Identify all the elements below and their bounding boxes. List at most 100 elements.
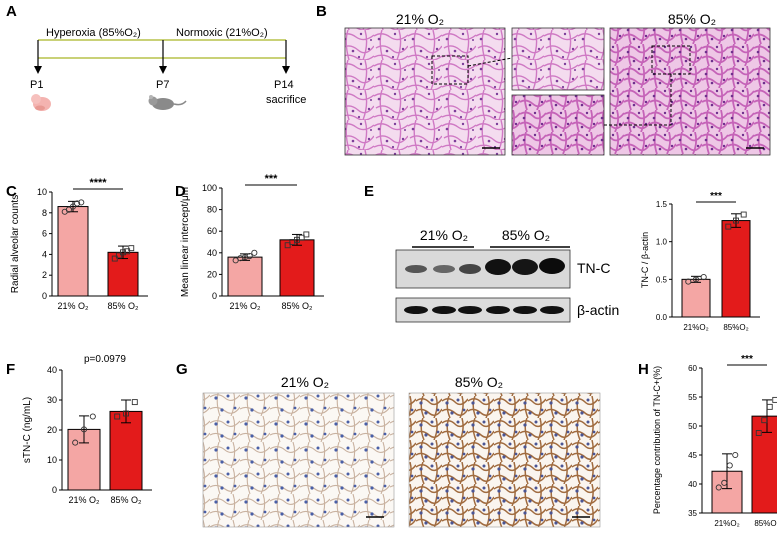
point-h-0-1 [721, 479, 728, 486]
bar-e-0 [681, 278, 711, 318]
y-tick-label-f-3: 30 [47, 395, 57, 405]
category-label-h-0: 21%O₂ [714, 519, 739, 528]
hyperoxia-label: Hyperoxia (85%O₂) [46, 27, 141, 39]
significance-e: *** [710, 191, 722, 202]
point-e-1-2 [740, 211, 747, 218]
y-tick-label-f-0: 0 [52, 485, 57, 495]
point-c-0-2 [69, 203, 77, 210]
chart-c: 0 2 4 6 8 10 Radial alveolar counts 21% O₂ 85% O… [10, 177, 148, 311]
y-tick-label-h-4: 55 [688, 393, 697, 402]
ihc-85-label: 85% O₂ [455, 374, 503, 390]
y-tick-label-d-3: 60 [207, 226, 217, 236]
y-tick-label-c-0: 0 [42, 291, 47, 301]
panel-g: G 21% O₂ 85% O₂ [176, 361, 601, 528]
point-f-0-2 [89, 413, 96, 420]
bar-h-1 [751, 415, 777, 514]
y-tick-label-e-0: 0.0 [656, 313, 668, 322]
y-tick-label-c-4: 8 [42, 208, 47, 218]
category-label-f-0: 21% O₂ [68, 495, 100, 505]
point-h-1-0 [755, 430, 762, 436]
point-d-0-4 [251, 249, 258, 256]
roi-box-21 [431, 55, 469, 85]
point-d-1-4 [303, 231, 310, 238]
y-axis-label-f: sTN-C (ng/mL) [22, 397, 33, 463]
y-tick-label-d-1: 20 [207, 269, 217, 279]
y-tick-label-f-2: 20 [47, 425, 57, 435]
he-21-label: 21% O₂ [396, 11, 444, 27]
point-c-1-3 [124, 248, 131, 255]
point-e-0-0 [685, 278, 692, 285]
panel-label-b: B [316, 3, 327, 20]
he-zoom-85 [511, 94, 605, 156]
he-image-85 [609, 27, 771, 156]
panel-label-d: D [175, 183, 186, 200]
normoxic-label: Normoxic (21%O₂) [176, 27, 268, 39]
category-label-d-0: 21% O₂ [229, 301, 261, 311]
point-d-1-0 [284, 242, 291, 249]
y-axis-label-h: Percentage contribution of TN-C+(%) [652, 366, 662, 514]
panel-label-e: E [364, 183, 374, 200]
sacrifice-label: sacrifice [266, 94, 306, 106]
significance-h: *** [741, 354, 753, 365]
y-tick-label-f-1: 10 [47, 455, 57, 465]
significance-c: **** [89, 177, 107, 189]
y-tick-label-d-5: 100 [202, 183, 217, 193]
blot-85-label: 85% O₂ [502, 227, 550, 243]
point-e-0-2 [700, 274, 707, 281]
point-f-0-0 [72, 439, 79, 446]
panel-b: B 21% O₂ 85% O₂ [316, 3, 771, 156]
arrow-p14-icon [282, 66, 290, 74]
y-tick-label-h-1: 40 [688, 480, 697, 489]
significance-d: *** [265, 173, 279, 185]
bar-h-0 [711, 470, 743, 514]
chart-f: 0 10 20 30 40 sTN-C (ng/mL) 21% O₂ 85% O₂ p=0.09… [22, 354, 152, 505]
category-label-e-0: 21%O₂ [683, 323, 708, 332]
blot-tnc [395, 249, 571, 289]
panel-label-a: A [6, 3, 17, 20]
panel-label-f: F [6, 361, 15, 378]
y-tick-label-e-1: 0.5 [656, 275, 668, 284]
ihc-image-85 [408, 392, 601, 528]
y-tick-label-c-1: 2 [42, 270, 47, 280]
he-85-label: 85% O₂ [668, 11, 716, 27]
y-tick-label-f-4: 40 [47, 365, 57, 375]
panel-f: F 0 10 20 30 40 sTN-C (ng/mL) 21% O₂ 85% O₂ p=0.… [6, 354, 152, 505]
point-h-1-3 [772, 396, 777, 403]
juvenile-mouse-icon [148, 95, 187, 110]
category-label-c-0: 21% O₂ [57, 301, 89, 311]
point-c-0-3 [74, 200, 81, 207]
panel-a: A Hyperoxia (85%O₂) Normoxic (21%O₂) P1 … [6, 3, 306, 111]
y-tick-label-c-3: 6 [42, 229, 47, 239]
y-tick-label-h-5: 60 [688, 364, 697, 373]
point-e-1-0 [725, 223, 732, 230]
category-label-d-1: 85% O₂ [281, 301, 313, 311]
he-zoom-21 [511, 27, 605, 91]
zoom-connector-85 [604, 74, 672, 126]
panel-d: D 0 20 40 60 80 100 Mean linear intercept/μm 21… [175, 173, 324, 311]
point-c-1-0 [111, 255, 118, 262]
y-tick-label-e-2: 1.0 [656, 238, 668, 247]
ihc-image-21 [202, 392, 395, 528]
panel-e: E 21% O₂ 85% O₂ TN-C β-actin 0.0 0.5 1.0 1.… [364, 183, 760, 332]
blot-beta-actin [395, 297, 571, 323]
bar-d-0 [227, 256, 263, 297]
point-f-1-0 [114, 413, 121, 420]
bar-f-1 [109, 410, 143, 491]
y-tick-label-d-0: 0 [212, 291, 217, 301]
point-h-0-3 [732, 451, 739, 459]
point-e-1-1 [733, 217, 739, 224]
y-axis-label-d: Mean linear intercept/μm [180, 187, 191, 297]
point-c-1-2 [120, 249, 126, 256]
bar-d-1 [279, 239, 315, 297]
category-label-f-1: 85% O₂ [110, 495, 142, 505]
band-tnc-label: TN-C [577, 260, 610, 276]
chart-e: 0.0 0.5 1.0 1.5 TN-C / β-actin 21%O₂ 85%O₂ *** [640, 191, 760, 332]
point-c-0-1 [65, 206, 72, 213]
point-e-0-1 [692, 276, 700, 283]
zoom-connector-21 [467, 57, 513, 67]
panel-label-g: G [176, 361, 188, 378]
point-d-0-3 [246, 252, 253, 260]
y-axis-label-e: TN-C / β-actin [640, 232, 650, 288]
